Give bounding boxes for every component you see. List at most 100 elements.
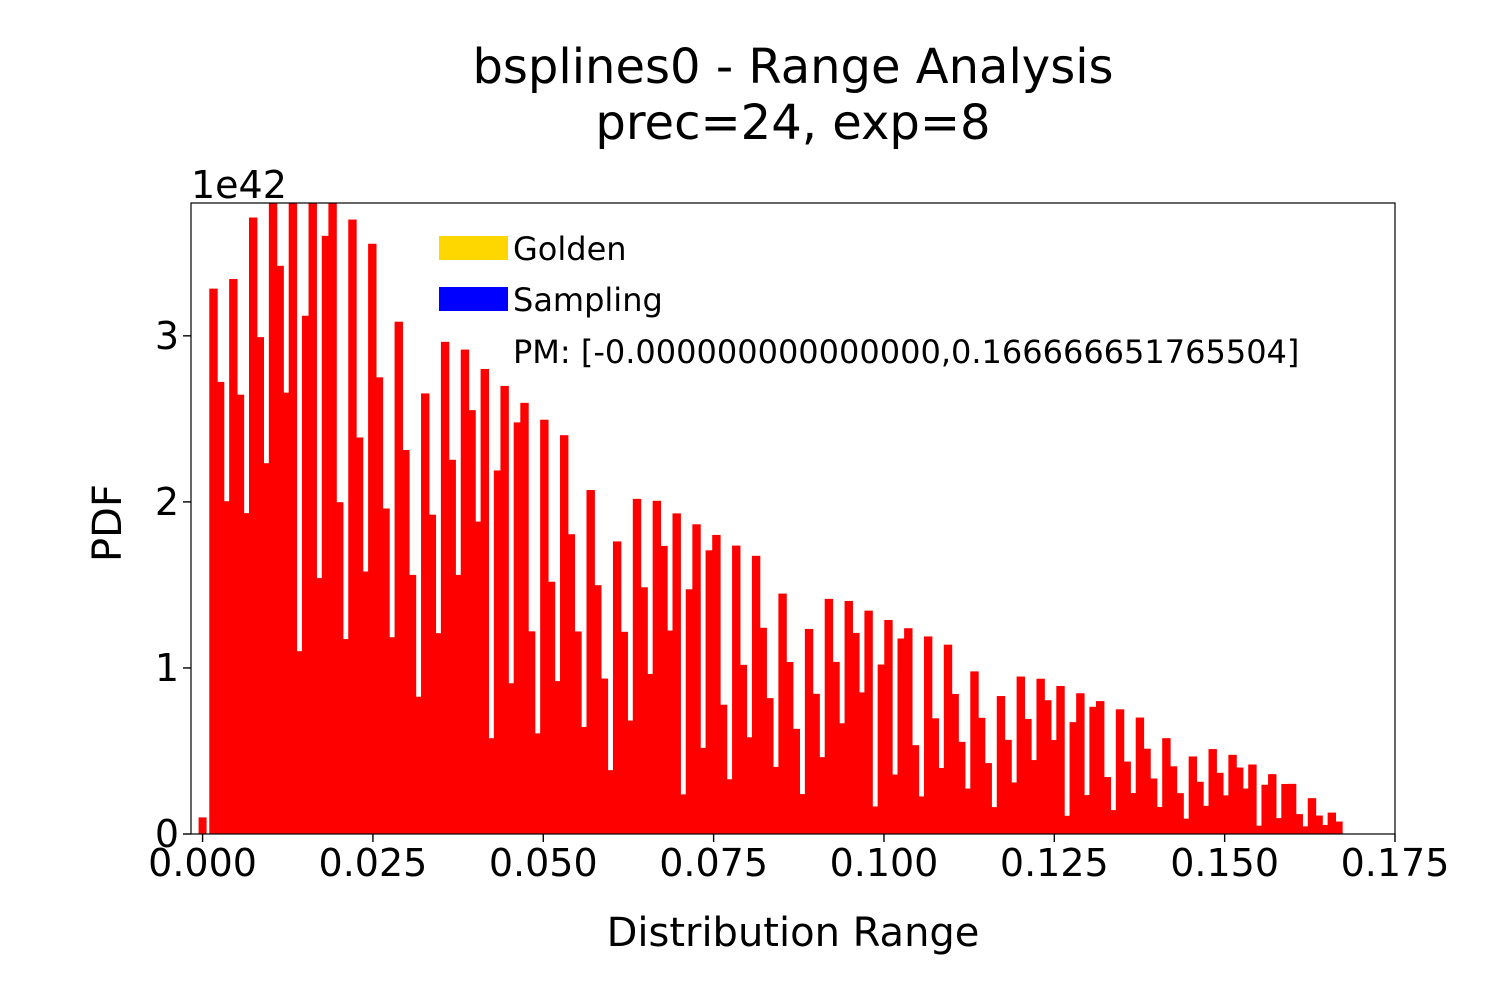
bar [1148, 778, 1158, 834]
bar [526, 631, 536, 834]
bar [884, 619, 893, 834]
bar [480, 368, 489, 834]
bar [765, 698, 774, 834]
bar [368, 243, 377, 834]
bar [540, 419, 549, 834]
bar [1241, 788, 1251, 834]
legend-note-pm: PM: [-0.000000000000000,0.16666665176550… [513, 333, 1299, 371]
bar [447, 459, 456, 834]
bar [235, 394, 245, 834]
bar [1162, 738, 1171, 834]
bar [679, 794, 688, 834]
bar [983, 763, 992, 834]
chart-title: bsplines0 - Range Analysis prec=24, exp=… [472, 39, 1113, 151]
bar [348, 219, 357, 834]
bar [381, 508, 390, 834]
bar [1274, 818, 1284, 834]
bar [209, 288, 218, 834]
bar [434, 633, 443, 834]
bar [646, 673, 655, 834]
bar [1069, 722, 1078, 834]
bar [626, 720, 635, 834]
bar [1135, 717, 1145, 834]
bar [798, 794, 807, 834]
bar [335, 502, 344, 834]
bar [1089, 706, 1098, 834]
bar [844, 600, 853, 834]
bar [672, 513, 681, 834]
bar [804, 628, 814, 834]
bar [785, 662, 794, 834]
y-offset-label: 1e42 [191, 163, 287, 207]
bar [778, 593, 787, 834]
bar [890, 774, 900, 834]
bar [308, 203, 317, 834]
chart-title-line-1: bsplines0 - Range Analysis [472, 39, 1113, 95]
bar [546, 581, 556, 834]
x-tick-label: 0.050 [489, 841, 598, 885]
bar [315, 578, 324, 834]
bar [520, 402, 529, 834]
bar [579, 726, 589, 834]
bar [1268, 774, 1277, 834]
bar [791, 728, 801, 834]
bar [473, 521, 483, 834]
bar [268, 203, 278, 834]
bar [963, 788, 973, 834]
bar [255, 337, 265, 834]
bar [990, 807, 999, 834]
bar [1062, 815, 1072, 834]
bar [500, 385, 509, 834]
legend-label-golden: Golden [513, 230, 627, 268]
bar [222, 501, 231, 834]
bar [712, 534, 721, 834]
bar [1314, 815, 1323, 834]
bar [1248, 764, 1257, 834]
bar [1115, 709, 1125, 834]
bar [1043, 700, 1052, 834]
legend: Golden Sampling PM: [-0.000000000000000,… [439, 230, 1299, 371]
bar [831, 661, 840, 834]
x-tick-label: 0.100 [830, 841, 939, 885]
x-tick-label: 0.125 [1000, 841, 1109, 885]
bar [1056, 685, 1065, 834]
legend-swatch-golden [439, 236, 508, 260]
bar [354, 437, 364, 834]
bar [771, 766, 781, 834]
bar [1221, 795, 1231, 834]
bar [1254, 825, 1264, 834]
bar [612, 541, 622, 834]
bar [930, 718, 939, 834]
bar [321, 235, 331, 834]
bar [1142, 748, 1151, 834]
bar [1294, 814, 1303, 834]
bar [1082, 795, 1092, 834]
bar [1109, 810, 1118, 834]
bar [1168, 766, 1178, 834]
bar [1287, 783, 1297, 834]
y-tick-label: 3 [155, 314, 179, 358]
bar [1076, 693, 1085, 834]
bar [553, 681, 562, 834]
bar [665, 630, 675, 834]
bar [950, 693, 959, 834]
y-tick-label: 0 [155, 812, 179, 856]
bar [877, 664, 887, 834]
bar [751, 555, 761, 834]
bar-series-sampling [198, 203, 1343, 834]
bar [619, 631, 628, 834]
bar [566, 534, 576, 834]
bar [745, 737, 754, 834]
bar [427, 514, 437, 834]
bar [818, 757, 827, 834]
bar [599, 678, 609, 834]
bar [1234, 767, 1244, 834]
bar [738, 664, 748, 834]
bar [811, 693, 820, 834]
bar [361, 571, 370, 834]
bar [970, 671, 979, 834]
bar [923, 636, 933, 834]
bar [1129, 793, 1138, 834]
bar [407, 574, 417, 834]
bar [421, 393, 430, 834]
